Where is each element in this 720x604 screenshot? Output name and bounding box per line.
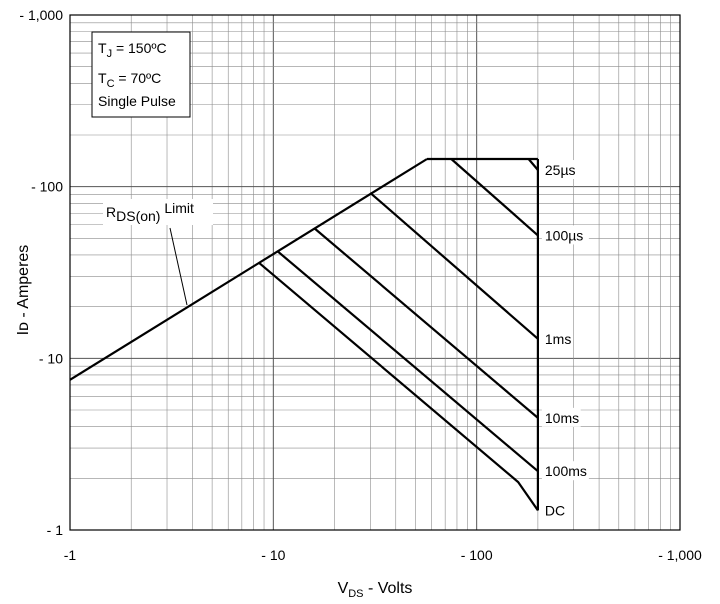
curve-label-bg [541,225,589,245]
curves [69,157,540,512]
curve-label: 100ms [545,463,587,479]
rds-limit-leader [169,227,188,306]
x-tick-label: - 1,000 [658,547,702,563]
curve-label-bg [541,500,565,520]
plot-frame [69,14,681,531]
curve-label-bg [541,160,581,180]
conditions-box [91,31,191,118]
x-tick-label: - 10 [261,547,285,563]
curve-label: 1ms [545,331,571,347]
tj-condition: TJ = 150ºC [98,40,167,60]
y-tick-label: - 10 [39,350,63,366]
curve-label: 10ms [545,410,579,426]
series-line [450,158,539,237]
series-line [527,158,539,171]
y-tick-label: - 100 [31,179,63,195]
curve-labels: 25µs 100µs 1ms 10ms 100ms DC [541,160,589,520]
rds-label-bg [103,199,213,225]
curve-label-bg [541,461,589,481]
curve-label: DC [545,502,565,518]
y-tick-label: - 1,000 [19,7,63,23]
curve-label: 100µs [545,227,583,243]
series-line [369,192,539,340]
x-axis-title: VDS - Volts [338,580,413,600]
series-line [69,158,428,381]
grid [70,15,680,530]
tc-condition: TC = 70ºC [98,70,161,90]
tick-labels: -1 - 10 - 100 - 1,000 - 1,000 - 100 - 10 - 1 [19,7,702,563]
y-axis-title: Iᴅ - Amperes [15,245,32,336]
series-line [314,227,539,419]
curve-label-bg [541,328,573,348]
x-tick-label: -1 [64,547,77,563]
series-line [276,250,539,473]
pulse-condition: Single Pulse [98,93,176,109]
rds-limit-label: RDS(on) Limit [106,200,194,224]
curve-label: 25µs [545,162,576,178]
curve-label-bg [541,407,581,427]
x-tick-label: - 100 [461,547,493,563]
series-line [258,261,539,512]
y-tick-label: - 1 [47,522,64,538]
